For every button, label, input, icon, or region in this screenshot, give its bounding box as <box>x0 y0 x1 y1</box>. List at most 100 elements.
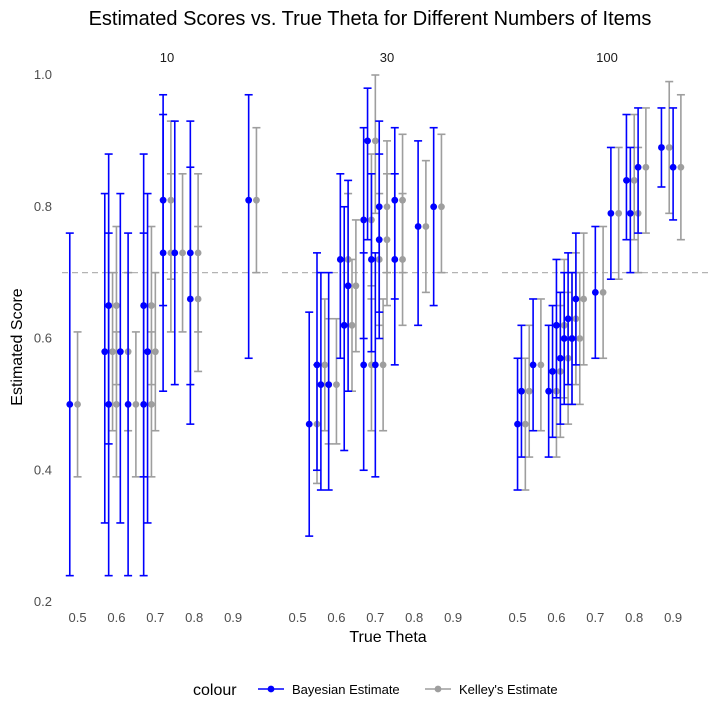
facet-label: 10 <box>160 50 174 65</box>
data-point <box>116 348 124 356</box>
y-axis: 0.2 0.4 0.6 0.8 1.0 <box>34 67 52 609</box>
data-point <box>66 400 74 408</box>
series-bayesian <box>305 87 438 537</box>
data-point <box>607 209 615 217</box>
data-point <box>677 163 685 171</box>
data-point <box>438 203 445 211</box>
series-bayesian <box>513 107 678 491</box>
data-point <box>344 282 352 290</box>
data-point <box>305 420 313 428</box>
data-point <box>525 387 533 395</box>
data-point <box>321 361 329 369</box>
x-axis-title: True Theta <box>349 629 426 646</box>
data-point <box>113 400 120 408</box>
data-point <box>630 177 638 184</box>
data-point <box>253 196 260 204</box>
series-kelley <box>73 120 261 478</box>
data-point <box>430 203 438 211</box>
data-point <box>371 137 379 145</box>
data-point <box>313 361 321 369</box>
data-point <box>379 361 387 369</box>
data-point <box>545 387 553 395</box>
data-point <box>576 335 584 342</box>
panels: 10 0.5 0.6 0.7 0.8 0.9 30 0.5 0.6 0.7 0.8 0.9 100 0.5… <box>62 50 712 625</box>
legend-key-point <box>434 685 442 693</box>
data-point <box>132 400 140 408</box>
facet-label: 100 <box>596 50 618 65</box>
data-point <box>642 163 650 171</box>
data-point <box>375 236 383 244</box>
data-point <box>148 302 155 309</box>
legend: colour Bayesian Estimate Kelley's Estimate <box>193 682 558 699</box>
data-point <box>360 361 368 369</box>
y-tick-label: 0.8 <box>34 199 52 214</box>
data-point <box>186 249 194 257</box>
data-point <box>580 295 588 303</box>
panel-10: 10 0.5 0.6 0.7 0.8 0.9 <box>62 50 272 625</box>
data-point <box>591 288 599 296</box>
data-point <box>360 216 368 224</box>
data-point <box>572 295 580 303</box>
data-point <box>537 361 545 369</box>
x-tick-label: 0.8 <box>405 610 423 625</box>
data-point <box>333 381 340 389</box>
data-point <box>599 288 607 296</box>
data-point <box>623 177 630 184</box>
y-tick-label: 1.0 <box>34 67 52 82</box>
x-tick-label: 0.9 <box>664 610 682 625</box>
data-point <box>144 348 151 356</box>
data-point <box>399 256 406 263</box>
x-tick-label: 0.6 <box>547 610 565 625</box>
data-point <box>368 256 375 263</box>
data-point <box>171 249 179 257</box>
data-point <box>194 249 202 257</box>
data-point <box>383 236 391 244</box>
data-point <box>124 400 132 408</box>
x-tick-label: 0.5 <box>289 610 307 625</box>
legend-label: Kelley's Estimate <box>459 682 558 697</box>
data-point <box>113 302 120 309</box>
data-point <box>518 387 525 395</box>
y-tick-label: 0.2 <box>34 594 52 609</box>
data-point <box>669 163 677 171</box>
data-point <box>514 420 521 428</box>
data-point <box>348 321 356 329</box>
data-point <box>529 361 537 369</box>
data-point <box>549 368 556 375</box>
data-point <box>553 321 560 329</box>
data-point <box>179 249 186 257</box>
data-point <box>245 196 253 204</box>
data-point <box>317 381 325 389</box>
legend-label: Bayesian Estimate <box>292 682 400 697</box>
data-point <box>568 335 576 342</box>
data-point <box>101 348 109 356</box>
legend-item: Kelley's Estimate <box>425 682 558 697</box>
x-tick-label: 0.9 <box>444 610 462 625</box>
panel-30: 30 0.5 0.6 0.7 0.8 0.9 <box>282 50 492 625</box>
y-axis-title: Estimated Score <box>9 288 26 405</box>
panel-100: 100 0.5 0.6 0.7 0.8 0.9 <box>502 50 712 625</box>
series-bayesian <box>65 93 253 577</box>
y-tick-label: 0.6 <box>34 331 52 346</box>
data-point <box>414 223 422 230</box>
x-tick-label: 0.8 <box>185 610 203 625</box>
data-point <box>564 315 572 323</box>
legend-item: Bayesian Estimate <box>258 682 400 697</box>
data-point <box>74 400 81 408</box>
y-tick-label: 0.4 <box>34 462 52 477</box>
x-tick-label: 0.6 <box>107 610 125 625</box>
data-point <box>105 302 113 309</box>
data-point <box>615 209 623 217</box>
series-kelley <box>521 80 685 491</box>
data-point <box>665 144 673 151</box>
data-point <box>336 256 344 263</box>
data-point <box>634 163 642 171</box>
legend-title: colour <box>193 682 237 699</box>
data-point <box>151 348 159 356</box>
x-tick-label: 0.7 <box>366 610 384 625</box>
legend-key-point <box>267 685 275 693</box>
data-point <box>560 335 568 342</box>
data-point <box>340 321 348 329</box>
data-point <box>391 256 399 263</box>
